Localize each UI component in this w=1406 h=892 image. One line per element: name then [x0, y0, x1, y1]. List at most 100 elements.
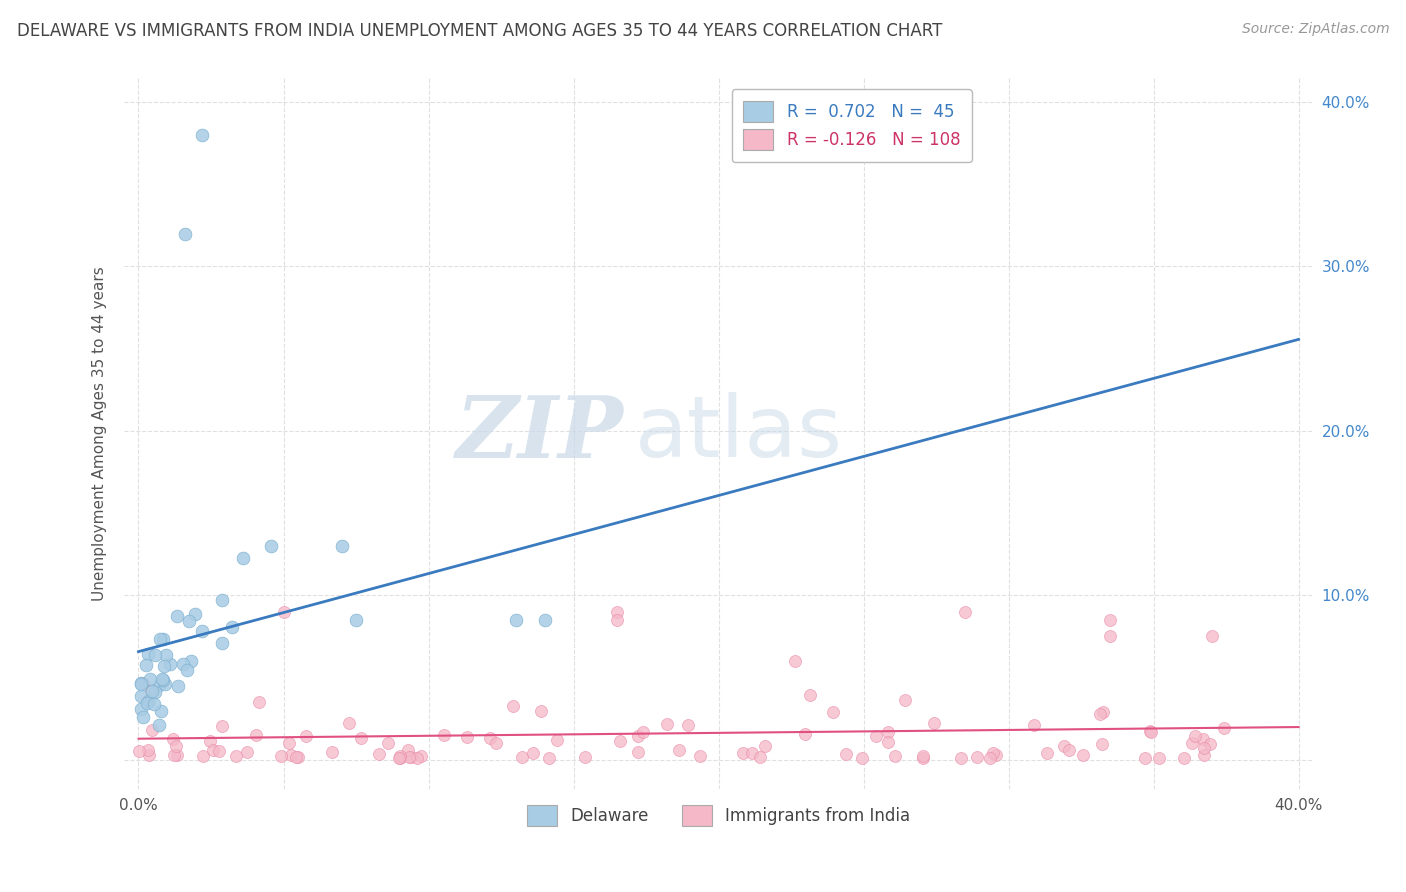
Point — [530, 705, 553, 719]
Point — [131, 676, 153, 690]
Point — [1173, 751, 1195, 765]
Point — [131, 689, 153, 703]
Point — [912, 750, 935, 764]
Point — [522, 746, 544, 760]
Point — [377, 736, 399, 750]
Point — [131, 675, 153, 690]
Point — [668, 743, 690, 757]
Point — [136, 743, 159, 757]
Point — [350, 731, 373, 745]
Point — [273, 605, 295, 619]
Point — [851, 751, 873, 765]
Point — [1133, 750, 1156, 764]
Point — [389, 751, 412, 765]
Point — [136, 647, 159, 661]
Point — [793, 727, 815, 741]
Point — [167, 679, 190, 693]
Point — [149, 632, 172, 646]
Point — [155, 677, 177, 691]
Point — [221, 620, 243, 634]
Point — [1053, 739, 1076, 753]
Point — [783, 654, 806, 668]
Point — [388, 751, 411, 765]
Point — [1139, 725, 1161, 739]
Point — [135, 657, 157, 672]
Point — [627, 745, 650, 759]
Point — [150, 705, 173, 719]
Point — [1199, 737, 1222, 751]
Point — [1213, 721, 1236, 735]
Point — [678, 717, 700, 731]
Point — [1184, 730, 1206, 744]
Point — [159, 657, 181, 672]
Point — [877, 735, 900, 749]
Point — [505, 613, 527, 627]
Point — [1147, 751, 1170, 765]
Point — [1139, 724, 1161, 739]
Point — [211, 635, 233, 649]
Point — [132, 710, 155, 724]
Point — [834, 747, 856, 762]
Point — [162, 732, 184, 747]
Point — [321, 746, 343, 760]
Point — [152, 673, 174, 687]
Point — [148, 678, 170, 692]
Point — [1194, 748, 1216, 763]
Point — [131, 676, 153, 690]
Point — [502, 698, 524, 713]
Point — [179, 614, 201, 628]
Point — [538, 751, 561, 765]
Point — [1090, 737, 1112, 751]
Point — [979, 751, 1001, 765]
Point — [143, 697, 166, 711]
Point — [533, 613, 555, 627]
Point — [1071, 748, 1094, 763]
Point — [225, 749, 247, 764]
Point — [876, 725, 898, 739]
Text: Source: ZipAtlas.com: Source: ZipAtlas.com — [1241, 22, 1389, 37]
Point — [1024, 718, 1046, 732]
Point — [232, 551, 254, 566]
Point — [148, 718, 170, 732]
Point — [236, 746, 259, 760]
Point — [606, 605, 628, 619]
Point — [166, 609, 188, 624]
Point — [135, 697, 157, 711]
Point — [883, 749, 905, 764]
Point — [211, 592, 233, 607]
Point — [200, 734, 222, 748]
Point — [409, 748, 432, 763]
Point — [136, 694, 159, 708]
Point — [399, 749, 422, 764]
Point — [191, 624, 214, 638]
Point — [141, 684, 163, 698]
Point — [260, 539, 283, 553]
Point — [344, 613, 367, 627]
Point — [172, 657, 194, 671]
Point — [285, 750, 308, 764]
Point — [150, 673, 173, 687]
Point — [633, 724, 655, 739]
Point — [141, 723, 163, 737]
Point — [754, 739, 776, 753]
Point — [330, 539, 353, 553]
Point — [247, 695, 270, 709]
Point — [406, 751, 429, 765]
Point — [208, 743, 231, 757]
Point — [574, 750, 596, 764]
Point — [287, 750, 309, 764]
Point — [211, 719, 233, 733]
Point — [166, 747, 188, 762]
Point — [389, 748, 412, 763]
Point — [609, 734, 631, 748]
Point — [485, 736, 508, 750]
Point — [152, 632, 174, 647]
Point — [143, 648, 166, 662]
Point — [1099, 613, 1122, 627]
Point — [131, 702, 153, 716]
Point — [1181, 736, 1204, 750]
Point — [1091, 705, 1114, 719]
Point — [479, 731, 502, 745]
Point — [176, 663, 198, 677]
Point — [821, 705, 844, 719]
